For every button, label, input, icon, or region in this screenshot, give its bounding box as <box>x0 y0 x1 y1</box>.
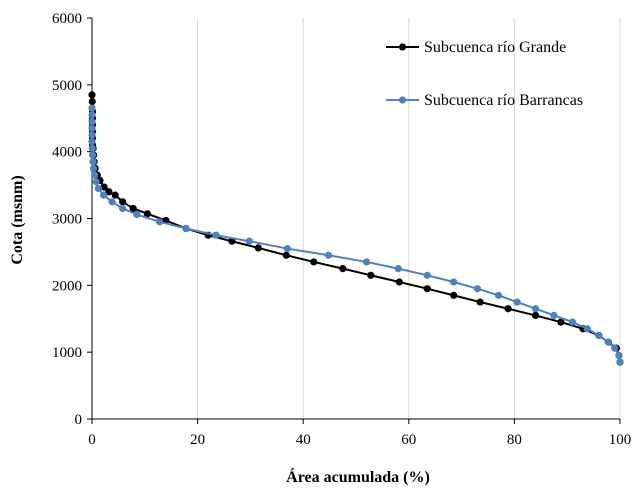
y-tick-label-3: 3000 <box>52 212 82 228</box>
data-point-grande-33 <box>504 305 512 313</box>
series-line-barrancas <box>91 108 621 363</box>
data-point-barrancas-27 <box>473 285 482 293</box>
data-point-barrancas-1 <box>88 111 96 119</box>
legend-label-barrancas: Subcuenca río Barrancas <box>424 92 583 109</box>
data-point-barrancas-17 <box>155 218 164 226</box>
data-point-grande-0 <box>88 91 96 99</box>
legend-marker-grande <box>398 43 407 51</box>
data-point-barrancas-2 <box>88 117 96 126</box>
data-point-barrancas-22 <box>324 251 333 259</box>
data-point-barrancas-4 <box>88 131 96 139</box>
data-point-grande-15 <box>105 188 113 196</box>
y-tick-label-1: 1000 <box>52 345 82 361</box>
legend: Subcuenca río Grande Subcuenca río Barra… <box>386 39 583 109</box>
series-line-grande <box>91 94 621 363</box>
data-point-grande-29 <box>395 278 403 286</box>
data-point-grande-27 <box>339 265 347 273</box>
data-point-grande-17 <box>119 198 127 206</box>
data-point-barrancas-20 <box>245 237 253 245</box>
data-point-barrancas-12 <box>94 184 102 193</box>
data-point-barrancas-13 <box>100 191 108 199</box>
axes <box>87 17 621 424</box>
data-point-grande-23 <box>228 237 236 245</box>
data-point-grande-18 <box>129 204 137 213</box>
data-point-barrancas-18 <box>182 224 190 233</box>
series-barrancas <box>88 104 624 366</box>
data-point-barrancas-32 <box>568 318 577 326</box>
data-point-barrancas-6 <box>88 144 96 152</box>
data-point-barrancas-34 <box>595 331 603 340</box>
series-grande <box>88 91 624 366</box>
data-point-barrancas-0 <box>88 104 96 112</box>
data-point-barrancas-28 <box>494 291 503 299</box>
data-point-barrancas-36 <box>611 344 619 352</box>
legend-item-barrancas: Subcuenca río Barrancas <box>386 92 583 109</box>
x-tick-label-5: 100 <box>609 432 632 448</box>
series-layer <box>88 91 624 366</box>
data-point-barrancas-33 <box>583 325 591 333</box>
data-point-barrancas-25 <box>423 271 431 279</box>
y-tick-label-5: 5000 <box>52 78 82 94</box>
data-point-grande-16 <box>111 191 119 199</box>
data-point-barrancas-30 <box>531 305 540 313</box>
data-point-grande-28 <box>367 271 375 279</box>
data-point-barrancas-23 <box>362 258 371 266</box>
data-point-barrancas-38 <box>616 358 624 366</box>
data-point-grande-14 <box>100 183 108 191</box>
grid-lines <box>197 18 621 419</box>
data-point-barrancas-24 <box>394 265 402 273</box>
x-tick-label-0: 0 <box>88 432 96 448</box>
data-point-grande-24 <box>254 244 262 252</box>
legend-marker-barrancas <box>398 96 407 104</box>
y-axis-title: Cota (msnm) <box>9 175 26 264</box>
data-point-barrancas-16 <box>133 210 141 219</box>
y-tick-label-4: 4000 <box>52 145 82 161</box>
data-point-grande-26 <box>310 258 318 266</box>
x-tick-label-3: 60 <box>401 432 416 448</box>
data-point-barrancas-26 <box>450 278 458 286</box>
data-point-barrancas-5 <box>88 138 96 146</box>
data-point-barrancas-11 <box>92 178 100 186</box>
data-point-barrancas-8 <box>89 158 97 166</box>
data-point-grande-25 <box>282 251 290 259</box>
data-point-grande-34 <box>531 311 540 320</box>
data-point-grande-35 <box>557 318 565 326</box>
data-point-grande-19 <box>143 210 152 218</box>
tick-labels: 0 1000 2000 3000 4000 5000 6000 0 20 40 60 80 100 <box>52 11 631 448</box>
data-point-barrancas-9 <box>89 164 98 172</box>
data-point-barrancas-35 <box>604 338 612 346</box>
data-point-barrancas-10 <box>91 171 99 179</box>
data-point-barrancas-3 <box>88 124 96 132</box>
data-point-barrancas-7 <box>88 151 97 159</box>
data-point-barrancas-15 <box>119 204 127 213</box>
x-axis-title: Área acumulada (%) <box>286 467 430 486</box>
x-tick-label-2: 40 <box>296 432 311 448</box>
data-point-grande-31 <box>450 291 458 299</box>
data-point-barrancas-31 <box>550 311 558 320</box>
data-point-barrancas-14 <box>108 198 116 206</box>
data-point-barrancas-19 <box>212 231 220 239</box>
data-point-grande-30 <box>423 285 431 293</box>
y-tick-label-0: 0 <box>75 412 83 428</box>
y-tick-label-6: 6000 <box>52 11 82 27</box>
data-point-barrancas-29 <box>513 298 521 306</box>
data-point-barrancas-21 <box>283 244 291 253</box>
data-point-grande-32 <box>476 298 484 306</box>
x-tick-label-4: 80 <box>507 432 522 448</box>
legend-item-grande: Subcuenca río Grande <box>386 39 566 56</box>
legend-label-grande: Subcuenca río Grande <box>424 39 566 56</box>
data-point-grande-1 <box>88 97 96 106</box>
data-point-barrancas-37 <box>615 351 623 360</box>
y-tick-label-2: 2000 <box>52 278 82 294</box>
x-tick-label-1: 20 <box>190 432 205 448</box>
